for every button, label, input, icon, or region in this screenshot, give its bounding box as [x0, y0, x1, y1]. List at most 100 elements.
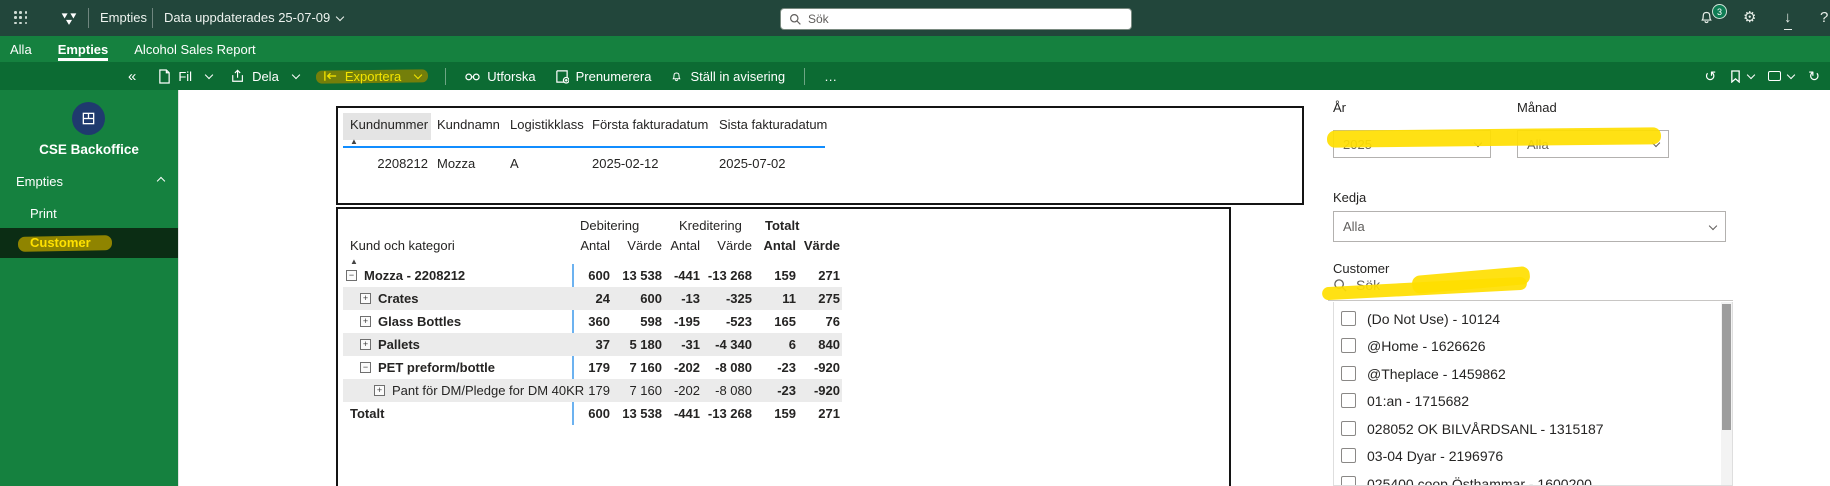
matrix-row[interactable]: + Pallets 37 5 180 -31 -4 340 6 840 [343, 333, 842, 356]
matrix-sub-header: Antal [580, 238, 610, 253]
reset-view-icon[interactable]: ↺ [1704, 67, 1717, 84]
collapse-minus-icon[interactable]: − [360, 362, 371, 373]
collapse-pane-button[interactable]: « [128, 67, 137, 85]
gear-icon[interactable]: ⚙ [1743, 9, 1757, 26]
checkbox[interactable] [1341, 311, 1356, 326]
matrix-group-header: Totalt [765, 218, 800, 233]
binoculars-icon [465, 73, 480, 81]
customer-filter-label: Customer [1333, 261, 1390, 276]
expand-plus-icon[interactable]: + [360, 316, 371, 327]
refresh-icon[interactable]: ↻ [1808, 67, 1820, 84]
table-cell: Mozza [437, 156, 476, 171]
sidebar-item-customer[interactable]: Customer [0, 228, 178, 258]
explore-button[interactable]: Utforska [465, 69, 536, 84]
share-menu-button[interactable]: Dela [231, 69, 301, 84]
notifications-bell-icon[interactable] [1698, 8, 1715, 25]
matrix-sub-header: Värde [627, 238, 662, 253]
list-item[interactable]: @Home - 1626626 [1334, 332, 1732, 359]
subscribe-button[interactable]: Prenumerera [555, 69, 651, 84]
matrix-group-header: Kreditering [679, 218, 742, 233]
sidebar-item-print[interactable]: Print [30, 206, 57, 221]
checkbox[interactable] [1341, 366, 1356, 381]
app-grid-icon [82, 112, 95, 125]
more-options-button[interactable]: … [824, 68, 838, 84]
matrix-total-row: Totalt 600 13 538 -441 -13 268 159 271 [350, 406, 840, 421]
export-menu-button[interactable]: Exportera [315, 67, 429, 86]
chevron-down-icon [291, 70, 301, 80]
workspace-avatar[interactable] [72, 102, 105, 135]
matrix-row-header-title[interactable]: Kund och kategori [350, 238, 455, 253]
expand-plus-icon[interactable]: + [360, 293, 371, 304]
data-updated-dropdown[interactable]: Data uppdaterades 25-07-09 [164, 10, 345, 25]
toolbar-divider [804, 67, 806, 85]
list-item[interactable]: 025400 coop Östhammar - 1600200 [1334, 470, 1732, 485]
expand-plus-icon[interactable]: + [360, 339, 371, 350]
download-icon[interactable]: ↓ [1784, 8, 1792, 30]
global-search-input[interactable]: Sök [780, 8, 1132, 30]
category-matrix: Debitering Kreditering Totalt Kund och k… [336, 207, 1231, 486]
view-rect-icon [1768, 71, 1782, 81]
list-item[interactable]: 03-04 Dyar - 2196976 [1334, 442, 1732, 469]
file-icon [159, 68, 171, 84]
scrollbar-thumb[interactable] [1722, 304, 1731, 430]
column-header[interactable]: Logistikklass [510, 117, 584, 132]
left-sidebar: CSE Backoffice Empties Print Customer [0, 90, 178, 486]
set-alert-button[interactable]: Ställ in avisering [670, 69, 785, 84]
sort-ascending-icon: ▲ [350, 257, 358, 266]
alert-bell-icon [672, 72, 682, 82]
waffle-menu-icon[interactable] [14, 11, 28, 25]
search-icon [790, 13, 801, 25]
matrix-sub-header: Antal [670, 238, 700, 253]
matrix-row[interactable]: − Mozza - 2208212 600 13 538 -441 -13 26… [343, 264, 842, 287]
toolbar-divider [445, 67, 447, 85]
table-cell: 2025-07-02 [719, 156, 786, 171]
file-menu-button[interactable]: Fil [158, 68, 214, 84]
collapse-minus-icon[interactable]: − [346, 270, 357, 281]
scrollbar-track[interactable] [1721, 302, 1732, 485]
column-header[interactable]: Kundnamn [437, 117, 500, 132]
bookmarks-button[interactable] [1730, 69, 1756, 83]
matrix-row[interactable]: − PET preform/bottle 179 7 160 -202 -8 0… [343, 356, 842, 379]
list-item[interactable]: @Theplace - 1459862 [1334, 360, 1732, 387]
header-underline [343, 146, 825, 148]
topbar-divider [152, 8, 153, 28]
list-item[interactable]: 028052 OK BILVÅRDSANL - 1315187 [1334, 415, 1732, 442]
top-bar: Empties Data uppdaterades 25-07-09 Sök 3… [0, 0, 1830, 36]
tab-alcohol-sales-report[interactable]: Alcohol Sales Report [134, 41, 256, 57]
chain-filter-dropdown[interactable]: Alla [1333, 211, 1726, 242]
tab-alla[interactable]: Alla [10, 41, 32, 57]
checkbox[interactable] [1341, 421, 1356, 436]
chevron-up-icon [156, 176, 166, 186]
checkbox[interactable] [1341, 393, 1356, 408]
help-icon[interactable]: ? [1820, 9, 1829, 26]
sorted-column-header-bg [343, 113, 431, 140]
matrix-sub-header: Värde [803, 238, 840, 253]
chevron-down-icon [1747, 70, 1756, 80]
topbar-divider [88, 8, 89, 28]
matrix-row[interactable]: + Glass Bottles 360 598 -195 -523 165 76 [343, 310, 842, 333]
column-header[interactable]: Första fakturadatum [592, 117, 709, 132]
checkbox[interactable] [1341, 338, 1356, 353]
checkbox[interactable] [1341, 448, 1356, 463]
topbar-app-title: Empties [100, 10, 147, 25]
sort-ascending-icon: ▲ [350, 137, 358, 146]
tab-empties[interactable]: Empties [57, 36, 108, 62]
month-filter-label: Månad [1517, 100, 1557, 115]
list-item[interactable]: (Do Not Use) - 10124 [1334, 305, 1732, 332]
list-item[interactable]: 01:an - 1715682 [1334, 387, 1732, 414]
column-header[interactable]: Kundnummer [350, 117, 429, 132]
expand-plus-icon[interactable]: + [374, 385, 385, 396]
matrix-row[interactable]: + Crates 24 600 -13 -325 11 275 [343, 287, 842, 310]
column-header[interactable]: Sista fakturadatum [719, 117, 828, 132]
sidebar-section-empties[interactable]: Empties [16, 174, 63, 189]
view-mode-button[interactable] [1768, 70, 1796, 81]
sidebar-canvas-divider [178, 90, 179, 486]
subscribe-icon [555, 69, 569, 84]
export-icon [324, 71, 336, 81]
app-logo-icon[interactable] [58, 7, 80, 29]
checkbox[interactable] [1341, 476, 1356, 485]
matrix-row[interactable]: + Pant för DM/Pledge for DM 40KR 179 7 1… [343, 379, 842, 402]
search-underline [1328, 300, 1733, 301]
report-tabs-bar: Alla Empties Alcohol Sales Report [0, 36, 1830, 62]
